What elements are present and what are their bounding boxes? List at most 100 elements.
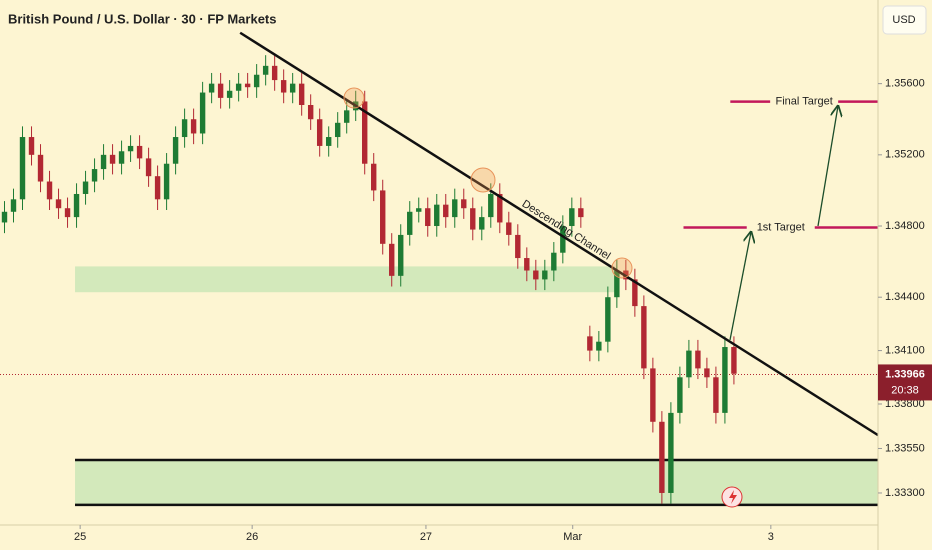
- candle-body: [298, 83, 305, 105]
- candle-body: [163, 163, 170, 200]
- touch-circle: [470, 167, 496, 193]
- target-label: Final Target: [776, 96, 833, 108]
- candle-body: [524, 258, 530, 271]
- arrow: [729, 232, 751, 341]
- candle-body: [235, 83, 242, 91]
- candle-body: [560, 226, 566, 253]
- candle-body: [316, 119, 323, 146]
- candle-body: [127, 145, 134, 152]
- candle-body: [244, 83, 251, 88]
- candle-body: [208, 83, 215, 93]
- y-tick-label: 1.35600: [885, 78, 925, 90]
- arrow: [817, 106, 838, 227]
- candle-body: [542, 270, 548, 280]
- candle-body: [434, 204, 440, 227]
- candle-body: [136, 145, 143, 159]
- candle-body: [506, 222, 512, 235]
- candle-body: [470, 208, 476, 230]
- candle-body: [425, 208, 431, 227]
- candle-body: [695, 350, 701, 369]
- candle-body: [307, 105, 314, 120]
- y-tick-label: 1.33800: [885, 398, 925, 410]
- candle-body: [704, 368, 710, 378]
- candle-body: [145, 158, 152, 177]
- last-price-box: [878, 364, 932, 401]
- zone: [75, 266, 616, 293]
- candle-body: [172, 137, 179, 164]
- candle-body: [280, 80, 287, 93]
- candle-body: [443, 204, 449, 218]
- candle-body: [641, 306, 647, 369]
- candle-body: [199, 92, 206, 134]
- candle-body: [398, 234, 404, 276]
- last-price-label: 1.33966: [885, 368, 925, 380]
- candle-body: [73, 193, 80, 218]
- plot-area: [0, 31, 879, 507]
- candle-body: [614, 270, 620, 298]
- candle-body: [632, 279, 638, 307]
- candle-body: [380, 190, 386, 244]
- candle-body: [271, 65, 278, 81]
- candle-body: [497, 193, 503, 223]
- candle-body: [713, 377, 719, 413]
- last-price-timer: 20:38: [891, 384, 919, 396]
- event-icon-bolt: [729, 490, 737, 504]
- candle-body: [659, 421, 665, 493]
- candle-body: [1, 211, 8, 223]
- candle-body: [731, 347, 737, 374]
- x-tick-label: 27: [420, 531, 432, 543]
- candle-body: [82, 181, 89, 194]
- candle-body: [416, 208, 422, 212]
- candle-body: [28, 137, 35, 155]
- candle-body: [325, 137, 332, 146]
- candle-body: [10, 199, 17, 212]
- candle-body: [109, 154, 116, 164]
- candle-body: [64, 208, 71, 218]
- candle-body: [190, 119, 197, 134]
- candle-body: [19, 137, 26, 200]
- currency[interactable]: USD: [892, 14, 915, 26]
- zone: [75, 460, 879, 505]
- touch-circle: [611, 257, 633, 279]
- trendline: [239, 31, 879, 437]
- candle-body: [334, 122, 341, 138]
- candle-body: [217, 83, 224, 98]
- candle-body: [515, 234, 521, 259]
- candle-body: [452, 199, 458, 218]
- candle-body: [461, 199, 467, 209]
- candle-body: [407, 211, 413, 235]
- target-label-bg: [746, 219, 815, 236]
- x-tick-label: 25: [74, 531, 86, 543]
- candle-body: [389, 243, 395, 276]
- x-tick-label: Mar: [563, 531, 582, 543]
- candle-body: [596, 341, 602, 351]
- candle-body: [362, 101, 368, 164]
- candle-body: [37, 154, 44, 182]
- candle-body: [479, 217, 485, 230]
- candle-body: [181, 119, 188, 138]
- x-tick-label: 26: [246, 531, 258, 543]
- y-tick-label: 1.33300: [885, 487, 925, 499]
- y-tick-label: 1.34100: [885, 344, 925, 356]
- candle-body: [289, 83, 296, 93]
- candle-body: [55, 199, 62, 209]
- candle-body: [118, 151, 125, 164]
- candle-body: [668, 412, 674, 493]
- candle-body: [686, 350, 692, 378]
- trendline-label: Descending Channel: [520, 198, 613, 263]
- candle-body: [605, 297, 611, 342]
- candle-body: [677, 377, 683, 413]
- candle-body: [100, 154, 107, 170]
- candle-body: [262, 65, 269, 75]
- candle-body: [371, 163, 377, 191]
- candle-body: [569, 208, 575, 227]
- touch-circle: [343, 87, 365, 109]
- candle-body: [488, 193, 494, 218]
- currency-button[interactable]: [882, 5, 927, 35]
- chart-title: British Pound / U.S. Dollar · 30 · FP Ma…: [8, 11, 276, 26]
- candle-body: [722, 347, 728, 413]
- candle-body: [46, 181, 53, 200]
- y-tick-label: 1.35200: [885, 149, 925, 161]
